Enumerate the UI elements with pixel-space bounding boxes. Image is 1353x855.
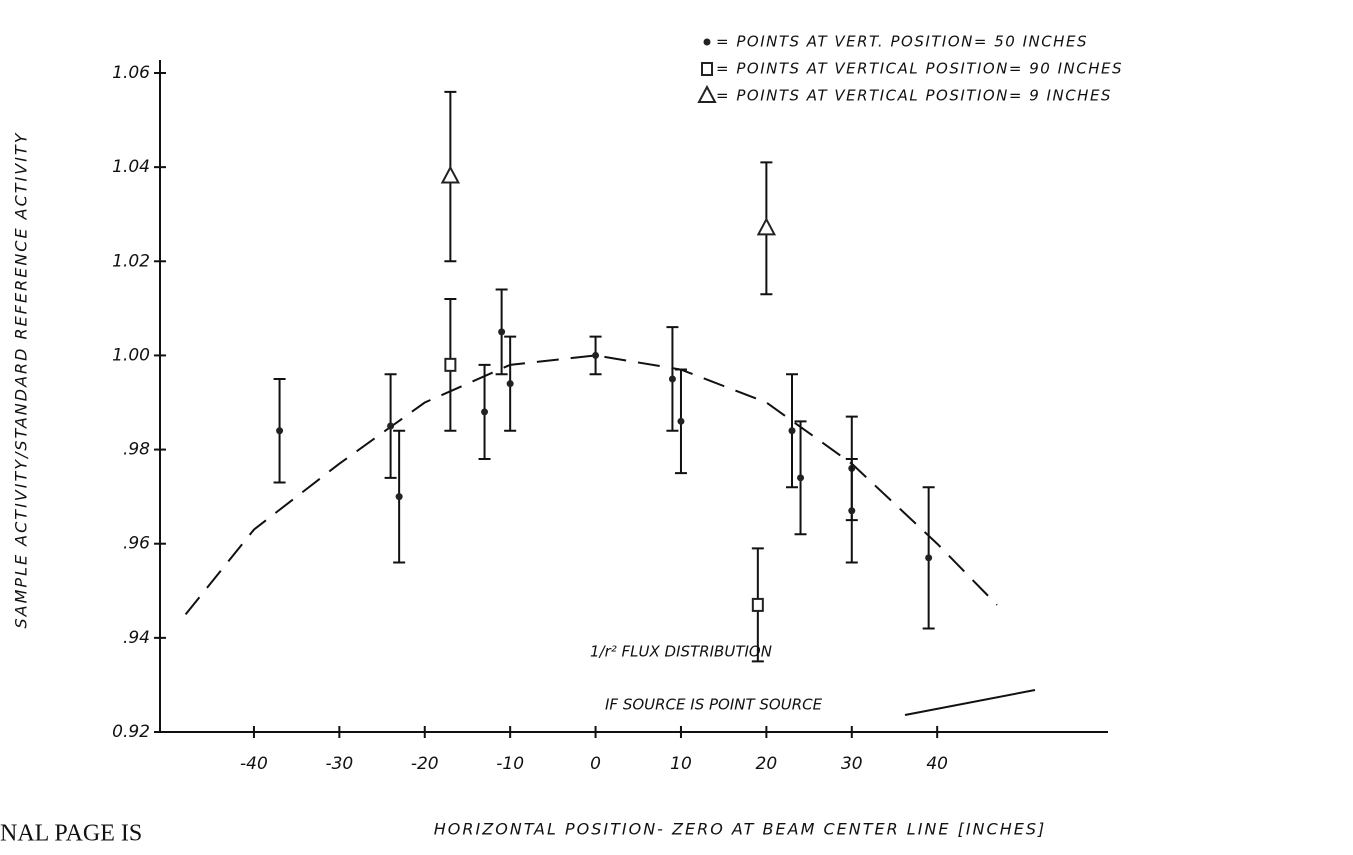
point — [677, 417, 685, 425]
y-tick-label: 1.04 — [112, 157, 150, 177]
point — [276, 427, 284, 435]
legend-label: = POINTS AT VERT. POSITION= 50 INCHES — [716, 33, 1088, 51]
y-tick-label: 0.92 — [112, 722, 150, 742]
y-axis-label: SAMPLE ACTIVITY/STANDARD REFERENCE ACTIV… — [12, 132, 31, 629]
point — [440, 165, 461, 184]
point — [387, 422, 395, 430]
y-tick-label: .98 — [123, 440, 150, 460]
y-tick-label: 1.00 — [112, 345, 150, 365]
y-tick-label: 1.02 — [112, 251, 150, 271]
legend-label: = POINTS AT VERTICAL POSITION= 90 INCHES — [716, 60, 1123, 78]
annotation-arrow — [904, 689, 1036, 716]
legend-label: = POINTS AT VERTICAL POSITION= 9 INCHES — [716, 87, 1112, 105]
point — [592, 351, 600, 359]
x-tick-label: 10 — [670, 754, 692, 774]
x-tick-label: 20 — [756, 754, 778, 774]
x-tick-label: -10 — [496, 754, 524, 774]
legend-marker — [701, 62, 713, 76]
point — [751, 597, 764, 612]
point — [925, 554, 933, 562]
x-axis-label: HORIZONTAL POSITION- ZERO AT BEAM CENTER… — [434, 820, 1046, 839]
point — [797, 474, 805, 482]
x-tick-label: 0 — [590, 754, 601, 774]
annotation: 1/r² FLUX DISTRIBUTION — [590, 643, 772, 661]
point — [756, 217, 777, 236]
y-tick-label: .96 — [123, 534, 150, 554]
x-tick-label: -40 — [240, 754, 268, 774]
y-tick-label: .94 — [123, 628, 150, 648]
point — [481, 408, 489, 416]
point — [395, 493, 403, 501]
flux-curve — [184, 354, 998, 615]
annotation: IF SOURCE IS POINT SOURCE — [605, 696, 823, 714]
point — [444, 357, 457, 372]
legend-marker — [703, 38, 711, 46]
x-tick-label: 40 — [926, 754, 948, 774]
y-tick-label: 1.06 — [112, 63, 150, 83]
point — [498, 328, 506, 336]
point — [788, 427, 796, 435]
page-note: NAL PAGE IS — [0, 821, 142, 847]
point — [506, 380, 514, 388]
point — [848, 507, 856, 515]
x-tick-label: -30 — [325, 754, 353, 774]
point — [668, 375, 676, 383]
legend-marker — [697, 84, 717, 103]
x-tick-label: 30 — [841, 754, 863, 774]
x-tick-label: -20 — [411, 754, 439, 774]
